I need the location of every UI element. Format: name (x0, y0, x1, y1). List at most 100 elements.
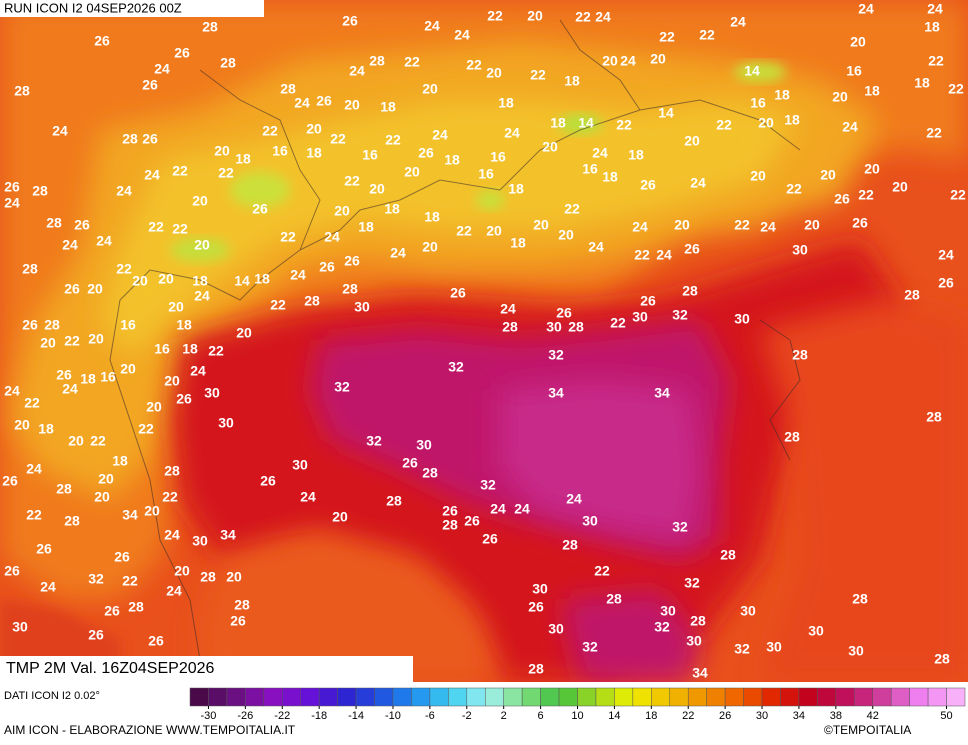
temperature-label: 34 (548, 385, 564, 401)
temperature-label: 28 (904, 287, 920, 303)
temperature-label: 26 (142, 131, 158, 147)
colorbar-cell (521, 687, 541, 707)
temperature-label: 22 (26, 507, 42, 523)
temperature-label: 20 (14, 417, 30, 433)
temperature-label: 26 (640, 293, 656, 309)
colorbar-cell (687, 687, 707, 707)
colorbar-cell (927, 687, 947, 707)
temperature-label: 18 (182, 341, 198, 357)
temperature-label: 22 (148, 219, 164, 235)
temperature-label: 26 (176, 391, 192, 407)
temperature-label: 30 (416, 437, 432, 453)
temperature-label: 16 (582, 161, 598, 177)
temperature-label: 20 (486, 65, 502, 81)
temperature-label: 20 (650, 51, 666, 67)
temperature-label: 14 (744, 63, 760, 79)
temperature-label: 26 (528, 599, 544, 615)
temperature-label: 22 (138, 421, 154, 437)
temperature-label: 28 (852, 591, 868, 607)
colorbar-cell (337, 687, 357, 707)
temperature-label: 24 (927, 1, 943, 17)
temperature-label: 24 (620, 53, 636, 69)
temperature-label: 26 (834, 191, 850, 207)
temperature-label: 18 (112, 453, 128, 469)
borders (109, 19, 801, 661)
temperature-label: 24 (62, 381, 78, 397)
temperature-label: 16 (478, 166, 494, 182)
temperature-label: 32 (366, 433, 382, 449)
temperature-label: 20 (542, 139, 558, 155)
temperature-label: 28 (304, 293, 320, 309)
colorbar-tick-label: -6 (425, 710, 435, 722)
temperature-label: 24 (842, 119, 858, 135)
temperature-label: 26 (114, 549, 130, 565)
temperature-label: 24 (514, 501, 530, 517)
temperature-label: 22 (610, 315, 626, 331)
colorbar-cell (503, 687, 523, 707)
temperature-label: 22 (564, 201, 580, 217)
temperature-label: 28 (682, 283, 698, 299)
temperature-label: 20 (527, 8, 543, 24)
temperature-label: 28 (220, 55, 236, 71)
temperature-label: 24 (349, 63, 365, 79)
colorbar-tick-label: -22 (274, 710, 290, 722)
temperature-label: 18 (444, 152, 460, 168)
temperature-label: 18 (176, 317, 192, 333)
temperature-label: 28 (128, 599, 144, 615)
temperature-label: 32 (734, 641, 750, 657)
temperature-label: 18 (628, 147, 644, 163)
temperature-label: 18 (914, 75, 930, 91)
temperature-label: 20 (98, 471, 114, 487)
temperature-label: 20 (214, 143, 230, 159)
colorbar-cell (411, 687, 431, 707)
temperature-label: 28 (342, 281, 358, 297)
colorbar-cell (595, 687, 615, 707)
temperature-label: 22 (344, 173, 360, 189)
temperature-label: 28 (784, 429, 800, 445)
temperature-label: 22 (634, 247, 650, 263)
temperature-label: 30 (292, 457, 308, 473)
temperature-label: 32 (480, 477, 496, 493)
temperature-label: 22 (270, 297, 286, 313)
temperature-label: 24 (144, 167, 160, 183)
temperature-label: 22 (616, 117, 632, 133)
temperature-label: 26 (852, 215, 868, 231)
temperature-label: 20 (174, 563, 190, 579)
temperature-label: 16 (846, 63, 862, 79)
temperature-label: 26 (344, 253, 360, 269)
temperature-label: 26 (640, 177, 656, 193)
colorbar-cell (872, 687, 892, 707)
colorbar-cell (226, 687, 246, 707)
colorbar-cell (540, 687, 560, 707)
temperature-label: 34 (220, 527, 236, 543)
temperature-label: 28 (164, 463, 180, 479)
temperature-label: 24 (490, 501, 506, 517)
temperature-label: 22 (950, 187, 966, 203)
colorbar-cell (854, 687, 873, 707)
temperature-label: 26 (938, 275, 954, 291)
temperature-label: 28 (442, 517, 458, 533)
temperature-label: 30 (848, 643, 864, 659)
temperature-label: 22 (385, 132, 401, 148)
temperature-label: 18 (550, 115, 566, 131)
temperature-label: 28 (422, 465, 438, 481)
temperature-label: 28 (64, 513, 80, 529)
temperature-label: 34 (122, 507, 138, 523)
colorbar-cell (484, 687, 504, 707)
temperature-label: 28 (926, 409, 942, 425)
temperature-label: 24 (690, 175, 706, 191)
temperature-label: 22 (928, 53, 944, 69)
temperature-label: 24 (62, 237, 78, 253)
colorbar-cell (669, 687, 689, 707)
colorbar-tick-label: 18 (645, 710, 657, 722)
temperature-label: 20 (226, 569, 242, 585)
temperature-label: 18 (864, 83, 880, 99)
temperature-label: 20 (40, 335, 56, 351)
temperature-label: 22 (487, 8, 503, 24)
temperature-label: 30 (218, 415, 234, 431)
temperature-label: 26 (56, 367, 72, 383)
temperature-label: 24 (592, 145, 608, 161)
temperature-label: 28 (46, 215, 62, 231)
temperature-label: 20 (422, 239, 438, 255)
temperature-label: 32 (654, 619, 670, 635)
